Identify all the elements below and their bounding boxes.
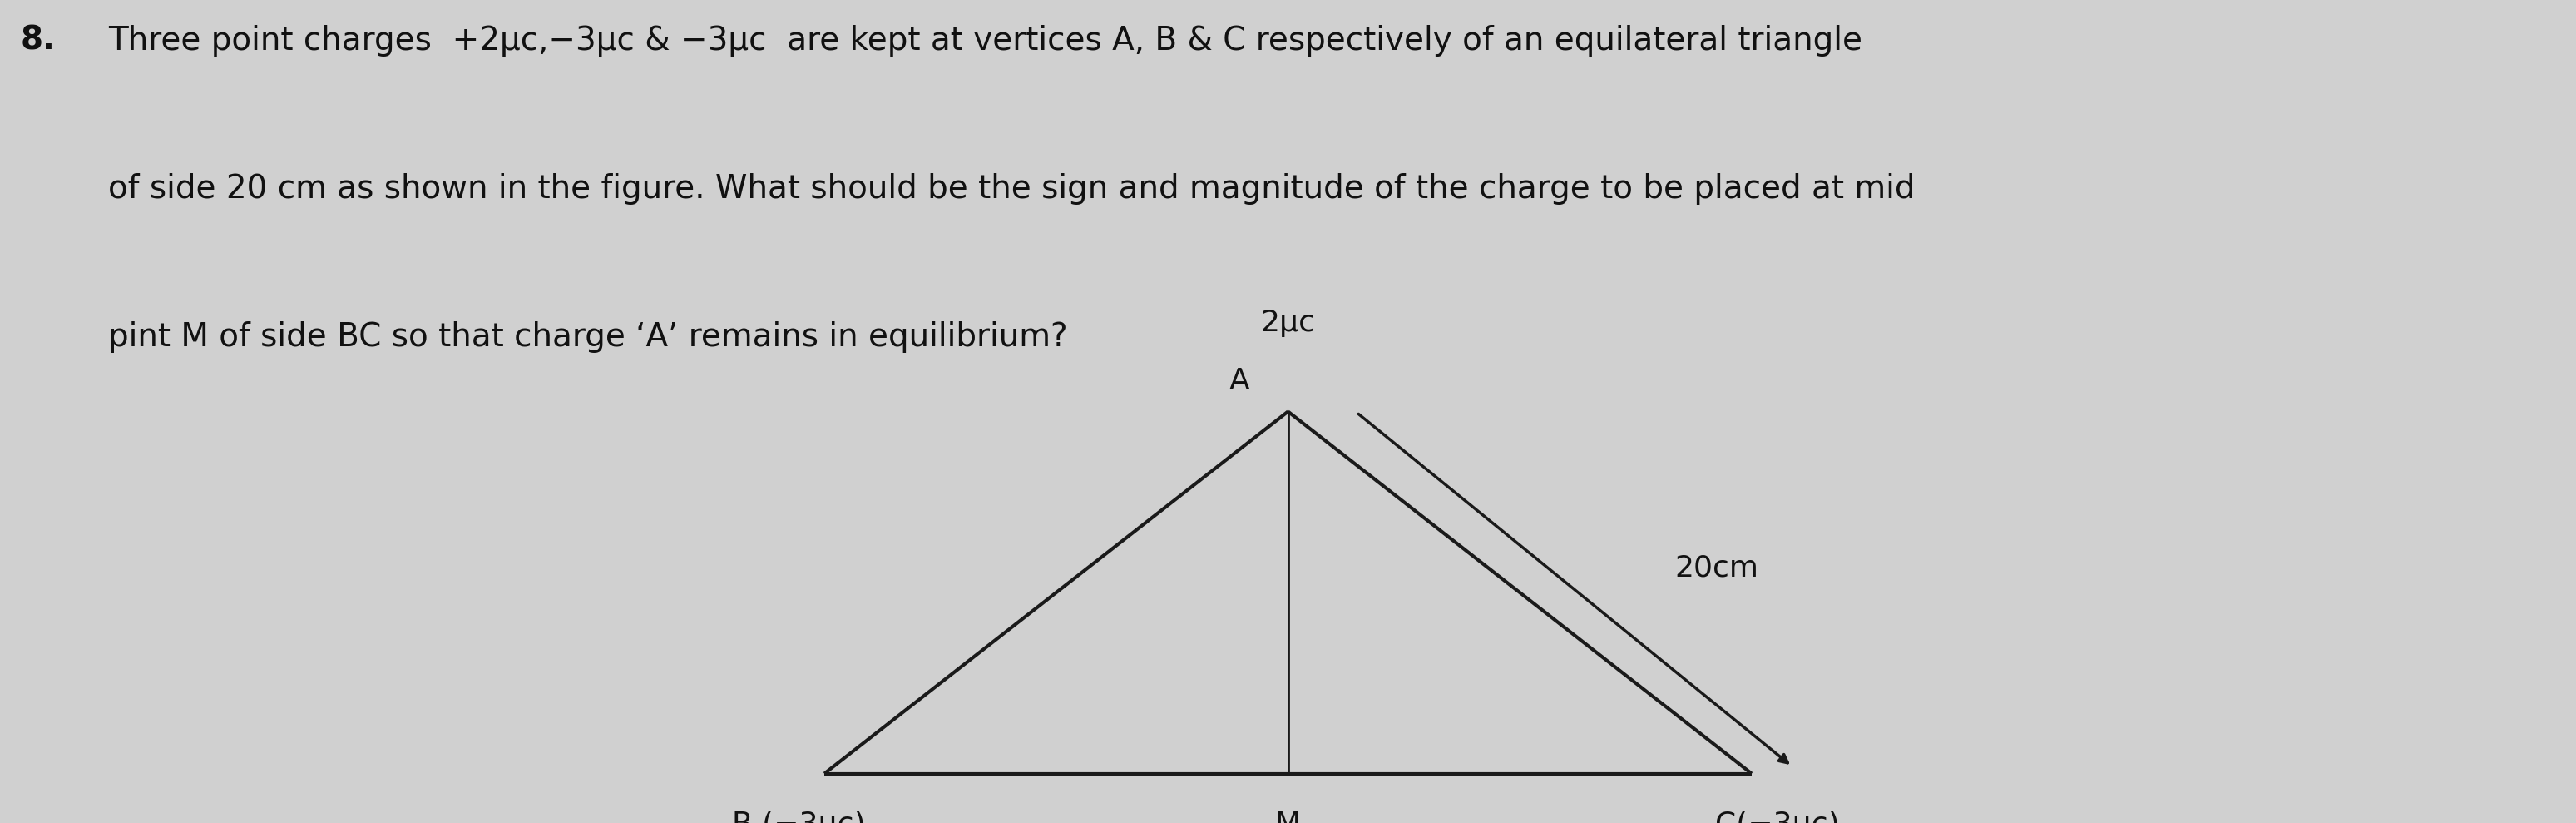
Text: 2μc: 2μc — [1260, 309, 1316, 337]
Text: 8.: 8. — [21, 25, 57, 56]
Text: A: A — [1229, 367, 1249, 395]
Text: pint M of side BC so that charge ‘A’ remains in equilibrium?: pint M of side BC so that charge ‘A’ rem… — [108, 321, 1066, 352]
Text: B (−3μc): B (−3μc) — [732, 811, 866, 823]
Text: 20cm: 20cm — [1674, 554, 1759, 582]
Text: M: M — [1275, 811, 1301, 823]
Text: C(−3μc): C(−3μc) — [1716, 811, 1839, 823]
Text: of side 20 cm as shown in the figure. What should be the sign and magnitude of t: of side 20 cm as shown in the figure. Wh… — [108, 173, 1914, 204]
Text: Three point charges  +2μc,−3μc & −3μc  are kept at vertices A, B & C respectivel: Three point charges +2μc,−3μc & −3μc are… — [108, 25, 1862, 56]
